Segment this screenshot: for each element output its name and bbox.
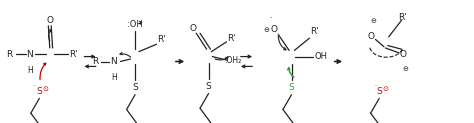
Text: S: S — [36, 86, 42, 96]
Text: R: R — [92, 57, 99, 66]
Text: R': R' — [399, 13, 407, 22]
Text: OH: OH — [315, 52, 328, 61]
Text: R': R' — [310, 27, 319, 37]
Text: R: R — [6, 50, 13, 59]
Text: O: O — [190, 24, 197, 33]
Text: ⊖: ⊖ — [371, 18, 376, 24]
Text: N: N — [27, 50, 33, 59]
Text: N: N — [110, 57, 117, 66]
Text: ⊖: ⊖ — [402, 66, 408, 72]
Text: ⊙: ⊙ — [43, 86, 48, 92]
Text: :OH: :OH — [127, 20, 143, 29]
Text: O: O — [271, 25, 277, 34]
Text: S: S — [206, 82, 211, 91]
Text: R': R' — [227, 34, 236, 43]
Text: ··: ·· — [374, 84, 378, 89]
Text: ··: ·· — [269, 15, 273, 20]
Text: ··: ·· — [33, 84, 36, 89]
Text: ⊖: ⊖ — [264, 27, 269, 32]
Text: R': R' — [157, 35, 165, 44]
Text: :OH₂: :OH₂ — [225, 56, 242, 65]
Text: O: O — [46, 16, 53, 25]
Text: R': R' — [69, 50, 78, 59]
Text: ⊙: ⊙ — [383, 86, 388, 92]
Text: S: S — [132, 83, 138, 92]
Text: S: S — [289, 83, 294, 92]
Text: O: O — [367, 32, 374, 41]
Text: O: O — [400, 50, 406, 59]
Text: H: H — [111, 73, 117, 82]
Text: S: S — [376, 86, 382, 96]
Text: H: H — [27, 66, 33, 75]
